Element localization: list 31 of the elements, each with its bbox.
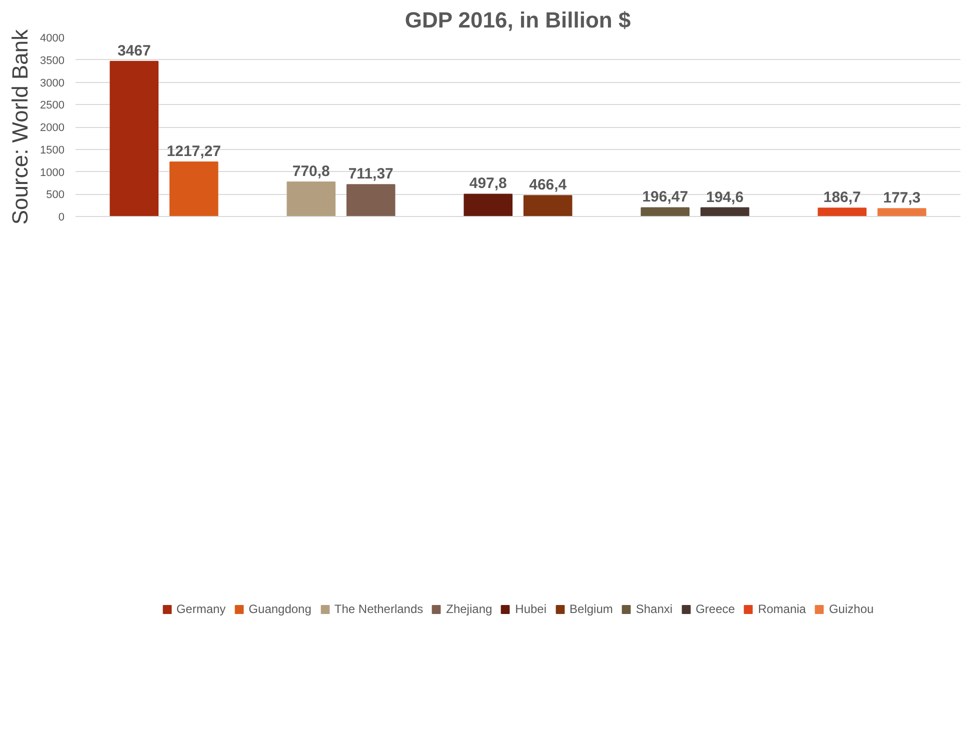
y-tick-label: 3000 <box>40 77 65 90</box>
y-tick-label: 4000 <box>40 32 65 44</box>
legend-label: Guangdong <box>248 602 312 616</box>
data-label: 770,8 <box>292 163 330 180</box>
legend-label: Shanxi <box>636 602 673 616</box>
data-label: 177,3 <box>883 190 921 207</box>
legend-label: Germany <box>176 602 226 616</box>
data-label: 466,4 <box>529 176 568 194</box>
chart-title: GDP 2016, in Billion $ <box>404 8 631 32</box>
legend-label: Zhejiang <box>446 602 492 616</box>
data-label: 497,8 <box>469 175 507 192</box>
data-label: 711,37 <box>348 166 394 183</box>
y-tick-label: 2000 <box>40 122 65 134</box>
data-label: 3467 <box>117 42 151 60</box>
data-label: 196,47 <box>642 188 688 206</box>
legend-label: Romania <box>758 602 806 616</box>
data-label: 194,6 <box>706 188 744 206</box>
data-label: 1217,27 <box>166 143 221 160</box>
legend-label: Hubei <box>515 602 547 616</box>
legend-label: Belgium <box>570 602 613 616</box>
y-tick-label: 3500 <box>40 54 65 67</box>
y-tick-label: 1500 <box>40 144 65 156</box>
legend-label: Greece <box>696 602 735 616</box>
y-tick-label: 1000 <box>40 166 65 179</box>
legend-label: Guizhou <box>828 602 874 616</box>
data-label: 186,7 <box>823 189 861 206</box>
y-tick-label: 500 <box>46 189 65 202</box>
source-note: Source: World Bank <box>8 28 32 225</box>
legend-label: The Netherlands <box>334 602 424 616</box>
y-tick-label: 2500 <box>40 100 65 112</box>
y-tick-label: 0 <box>58 212 65 224</box>
